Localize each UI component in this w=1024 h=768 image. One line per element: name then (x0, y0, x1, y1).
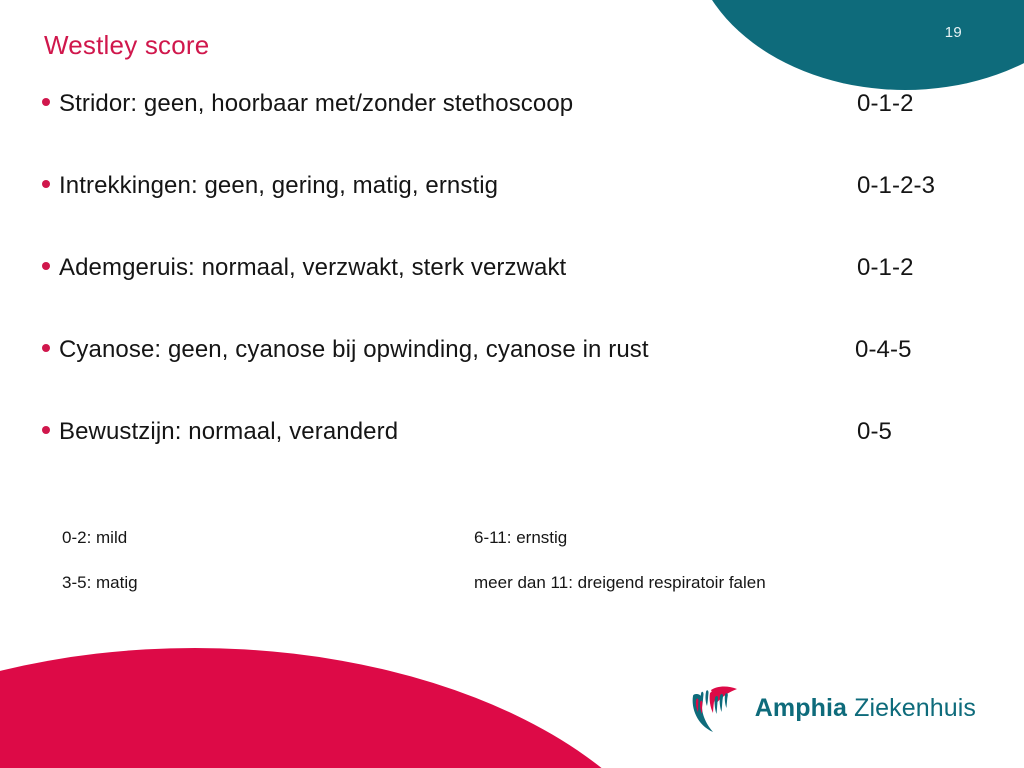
legend-row: 0-2: mild 6-11: ernstig (62, 528, 962, 573)
criterion-label: Intrekkingen: geen, gering, matig, ernst… (59, 172, 499, 199)
logo-name-bold: Amphia (754, 693, 848, 722)
criterion-score: 0-4-5 (855, 336, 912, 363)
amphia-swoosh-mark-icon (687, 680, 749, 736)
legend-moderate: 3-5: matig (62, 573, 138, 592)
legend-mild: 0-2: mild (62, 528, 128, 547)
amphia-logo: Amphia Ziekenhuis (687, 680, 976, 736)
bullet-dot-icon (42, 262, 50, 270)
westley-criteria-list: Stridor: geen, hoorbaar met/zonder steth… (42, 90, 982, 500)
list-item: Intrekkingen: geen, gering, matig, ernst… (42, 172, 982, 254)
criterion-label: Ademgeruis: normaal, verzwakt, sterk ver… (59, 254, 567, 281)
list-item: Ademgeruis: normaal, verzwakt, sterk ver… (42, 254, 982, 336)
criterion-score: 0-1-2 (857, 254, 914, 281)
bullet-dot-icon (42, 426, 50, 434)
criterion-score: 0-1-2-3 (857, 172, 936, 199)
teal-corner-decoration (690, 0, 1024, 90)
legend-row: 3-5: matig meer dan 11: dreigend respira… (62, 573, 962, 618)
logo-wordmark: Amphia Ziekenhuis (755, 694, 976, 723)
list-item: Stridor: geen, hoorbaar met/zonder steth… (42, 90, 982, 172)
criterion-label: Bewustzijn: normaal, veranderd (59, 418, 399, 445)
bullet-dot-icon (42, 98, 50, 106)
bullet-dot-icon (42, 180, 50, 188)
page-number: 19 (944, 24, 962, 41)
criterion-score: 0-1-2 (857, 90, 914, 117)
list-item: Bewustzijn: normaal, veranderd 0-5 (42, 418, 982, 500)
criterion-label: Stridor: geen, hoorbaar met/zonder steth… (59, 90, 574, 117)
crimson-wave-decoration (0, 648, 700, 768)
logo-name-light: Ziekenhuis (854, 693, 976, 722)
score-interpretation-legend: 0-2: mild 6-11: ernstig 3-5: matig meer … (62, 528, 962, 618)
bullet-dot-icon (42, 344, 50, 352)
legend-respiratory-failure: meer dan 11: dreigend respiratoir falen (474, 573, 766, 592)
legend-severe: 6-11: ernstig (474, 528, 568, 547)
criterion-score: 0-5 (857, 418, 892, 445)
criterion-label: Cyanose: geen, cyanose bij opwinding, cy… (59, 336, 649, 363)
page-title: Westley score (44, 30, 210, 60)
list-item: Cyanose: geen, cyanose bij opwinding, cy… (42, 336, 982, 418)
